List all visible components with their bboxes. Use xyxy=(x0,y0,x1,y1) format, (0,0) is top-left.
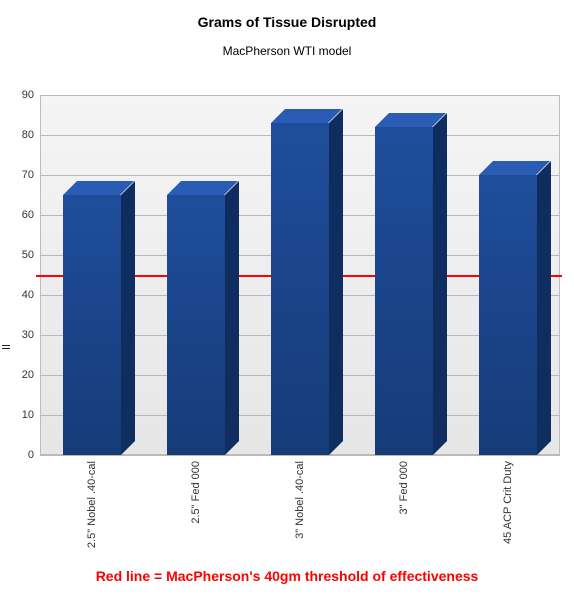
y-tick-label: 90 xyxy=(10,89,34,101)
x-tick-label: 3" Nobel .40-cal xyxy=(294,455,306,539)
bar: 45 ACP Crit Duty xyxy=(479,95,536,455)
bar-front xyxy=(479,175,536,455)
chart-container: Grams of Tissue Disrupted MacPherson WTI… xyxy=(0,0,574,594)
bar: 3" Fed 000 xyxy=(375,95,432,455)
y-tick-label: 70 xyxy=(10,169,34,181)
x-tick-label: 2.5" Nobel .40-cal xyxy=(86,455,98,548)
x-tick-label: 3" Fed 000 xyxy=(398,455,410,514)
bar-front xyxy=(375,127,432,455)
y-tick-label: 0 xyxy=(10,449,34,461)
y-tick-label: 60 xyxy=(10,209,34,221)
bar-side xyxy=(329,109,343,455)
bar: 2.5" Nobel .40-cal xyxy=(63,95,120,455)
x-tick-label: 2.5" Fed 000 xyxy=(190,455,202,524)
bar-side xyxy=(225,181,239,455)
bar-side xyxy=(433,113,447,455)
bar: 3" Nobel .40-cal xyxy=(271,95,328,455)
bar-side xyxy=(537,161,551,455)
y-tick-label: 20 xyxy=(10,369,34,381)
chart-title: Grams of Tissue Disrupted xyxy=(0,0,574,30)
bar-front xyxy=(63,195,120,455)
bar-front xyxy=(167,195,224,455)
threshold-caption: Red line = MacPherson's 40gm threshold o… xyxy=(0,568,574,584)
y-tick-label: 30 xyxy=(10,329,34,341)
y-tick-label: 80 xyxy=(10,129,34,141)
chart-subtitle: MacPherson WTI model xyxy=(0,30,574,58)
decorative-tick xyxy=(2,345,10,346)
y-tick-label: 40 xyxy=(10,289,34,301)
plot-area: 0102030405060708090 2.5" Nobel .40-cal2.… xyxy=(40,95,560,455)
bar: 2.5" Fed 000 xyxy=(167,95,224,455)
x-tick-label: 45 ACP Crit Duty xyxy=(502,455,514,544)
bar-side xyxy=(121,181,135,455)
bar-front xyxy=(271,123,328,455)
y-tick-label: 50 xyxy=(10,249,34,261)
y-tick-label: 10 xyxy=(10,409,34,421)
